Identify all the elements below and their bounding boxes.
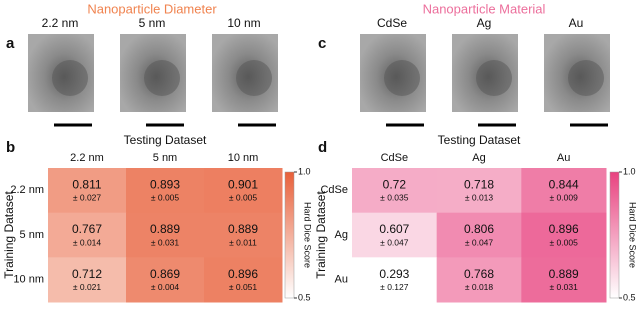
cell-value: 0.718 bbox=[464, 178, 494, 192]
image-label: Ag bbox=[477, 16, 492, 30]
cell-value: 0.896 bbox=[549, 222, 579, 236]
cell-error: ± 0.005 bbox=[229, 193, 258, 203]
particle bbox=[144, 60, 180, 96]
colorbar-label: Hard Dice Score bbox=[628, 202, 638, 268]
cell-value: 0.767 bbox=[72, 222, 102, 236]
heatmap-cell bbox=[521, 168, 607, 214]
cell-value: 0.768 bbox=[464, 267, 494, 281]
particle bbox=[476, 60, 512, 96]
colorbar-tick-label: 1.0 bbox=[623, 166, 636, 176]
image-label: 2.2 nm bbox=[42, 16, 79, 30]
heatmap-cell bbox=[521, 257, 607, 303]
cell-error: ± 0.004 bbox=[151, 282, 180, 292]
panel-letter: c bbox=[318, 35, 326, 52]
image-label: 5 nm bbox=[139, 16, 166, 30]
heatmap-cell bbox=[48, 168, 127, 214]
cell-error: ± 0.047 bbox=[380, 237, 409, 247]
image-label: 10 nm bbox=[227, 16, 260, 30]
cell-error: ± 0.127 bbox=[380, 282, 409, 292]
y-tick-label: 5 nm bbox=[20, 229, 44, 241]
cell-value: 0.896 bbox=[228, 267, 258, 281]
heatmap-cell bbox=[521, 212, 607, 258]
cell-error: ± 0.009 bbox=[550, 193, 579, 203]
x-tick-label: 10 nm bbox=[228, 152, 259, 164]
colorbar-label: Hard Dice Score bbox=[303, 202, 313, 268]
colorbar bbox=[284, 171, 295, 299]
cell-value: 0.844 bbox=[549, 178, 579, 192]
cell-value: 0.293 bbox=[379, 267, 409, 281]
colorbar-tick-label: 0.5 bbox=[298, 292, 311, 302]
y-tick-label: 2.2 nm bbox=[10, 184, 44, 196]
cell-error: ± 0.031 bbox=[151, 237, 180, 247]
panel-letter: a bbox=[6, 35, 15, 52]
x-tick-label: CdSe bbox=[381, 152, 409, 164]
heatmap-cell bbox=[48, 212, 127, 258]
heatmap-cell bbox=[436, 257, 522, 303]
cell-error: ± 0.047 bbox=[465, 237, 494, 247]
cell-value: 0.889 bbox=[549, 267, 579, 281]
heatmap-cell bbox=[126, 168, 205, 214]
colorbar-tick-label: 1.0 bbox=[298, 166, 311, 176]
cell-error: ± 0.021 bbox=[73, 282, 102, 292]
cell-value: 0.889 bbox=[150, 222, 180, 236]
y-axis-label: Training Dataset bbox=[314, 191, 328, 279]
heatmap-cell bbox=[126, 212, 205, 258]
cell-error: ± 0.014 bbox=[73, 237, 102, 247]
image-label: Au bbox=[569, 16, 584, 30]
cell-value: 0.901 bbox=[228, 178, 258, 192]
cell-value: 0.712 bbox=[72, 267, 102, 281]
cell-error: ± 0.035 bbox=[380, 193, 409, 203]
panel-letter: b bbox=[6, 139, 15, 156]
particle bbox=[384, 60, 420, 96]
colorbar-tick-label: 0.5 bbox=[623, 292, 636, 302]
cell-value: 0.869 bbox=[150, 267, 180, 281]
heatmap-cell bbox=[436, 168, 522, 214]
panel-letter: d bbox=[318, 139, 327, 156]
x-tick-label: Ag bbox=[472, 152, 485, 164]
heatmap-cell bbox=[126, 257, 205, 303]
image-label: CdSe bbox=[377, 16, 407, 30]
x-axis-label: Testing Dataset bbox=[124, 133, 207, 147]
panel-title: Nanoparticle Diameter bbox=[87, 1, 217, 16]
particle bbox=[52, 60, 88, 96]
heatmap-cell bbox=[204, 212, 283, 258]
cell-error: ± 0.027 bbox=[73, 193, 102, 203]
cell-error: ± 0.005 bbox=[151, 193, 180, 203]
x-tick-label: 5 nm bbox=[153, 152, 177, 164]
cell-error: ± 0.018 bbox=[465, 282, 494, 292]
heatmap-cell bbox=[204, 168, 283, 214]
x-tick-label: Au bbox=[557, 152, 570, 164]
particle bbox=[236, 60, 272, 96]
y-tick-label: Ag bbox=[335, 229, 348, 241]
cell-value: 0.806 bbox=[464, 222, 494, 236]
x-axis-label: Testing Dataset bbox=[438, 133, 521, 147]
y-axis-label: Training Dataset bbox=[2, 191, 16, 279]
cell-error: ± 0.013 bbox=[465, 193, 494, 203]
heatmap-cell bbox=[436, 212, 522, 258]
y-tick-label: Au bbox=[335, 274, 348, 286]
heatmap-cell bbox=[48, 257, 127, 303]
cell-value: 0.607 bbox=[379, 222, 409, 236]
y-tick-label: CdSe bbox=[320, 184, 348, 196]
heatmap-cell bbox=[352, 212, 438, 258]
heatmap-cell bbox=[352, 168, 438, 214]
colorbar bbox=[609, 171, 620, 299]
cell-value: 0.893 bbox=[150, 178, 180, 192]
cell-error: ± 0.031 bbox=[550, 282, 579, 292]
panel-title: Nanoparticle Material bbox=[423, 1, 546, 16]
y-tick-label: 10 nm bbox=[13, 274, 44, 286]
cell-error: ± 0.005 bbox=[550, 237, 579, 247]
cell-value: 0.72 bbox=[383, 178, 407, 192]
cell-error: ± 0.011 bbox=[229, 237, 257, 247]
x-tick-label: 2.2 nm bbox=[70, 152, 104, 164]
heatmap-cell bbox=[204, 257, 283, 303]
cell-error: ± 0.051 bbox=[229, 282, 258, 292]
heatmap-cell bbox=[352, 257, 438, 303]
particle bbox=[568, 60, 604, 96]
cell-value: 0.889 bbox=[228, 222, 258, 236]
cell-value: 0.811 bbox=[72, 178, 101, 192]
